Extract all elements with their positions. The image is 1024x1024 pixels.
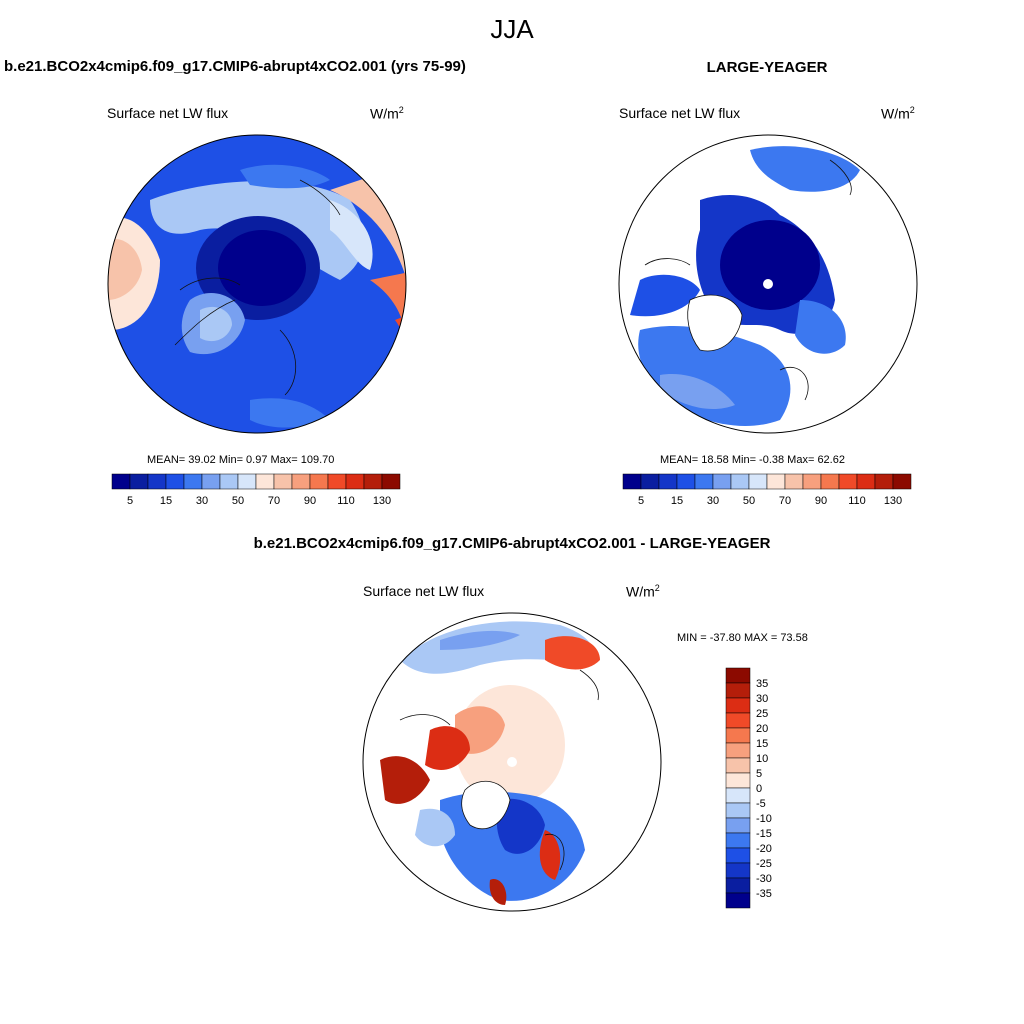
colorbar-tick-label: 30 [756,693,768,705]
colorbar-swatch [147,473,167,490]
colorbar-swatch [725,787,751,804]
colorbar-swatch [291,473,311,490]
panel1-stats: MEAN= 39.02 Min= 0.97 Max= 109.70 [147,454,335,466]
panel2-map [619,135,917,433]
colorbar-tick-label: -30 [756,873,772,885]
panel1-map [108,135,406,433]
colorbar-swatch [838,473,858,490]
colorbar-swatch [802,473,822,490]
colorbar-swatch [730,473,750,490]
panel2-title: LARGE-YEAGER [706,59,828,76]
colorbar-swatch [725,817,751,834]
colorbar-swatch [725,772,751,789]
colorbar-swatch [725,862,751,879]
colorbar-swatch [725,667,751,684]
colorbar-tick-label: -25 [756,858,772,870]
colorbar-swatch [183,473,203,490]
colorbar-swatch [856,473,876,490]
panel3-units: W/m2 [626,583,660,600]
colorbar-swatch [676,473,696,490]
colorbar-swatch [712,473,732,490]
colorbar-tick-label: 110 [337,495,355,507]
colorbar-swatch [327,473,347,490]
panel3-variable: Surface net LW flux [363,583,485,599]
colorbar-tick-label: 50 [232,495,244,507]
colorbar-tick-label: 5 [638,495,644,507]
colorbar-swatch [725,757,751,774]
colorbar-tick-label: 130 [884,495,902,507]
panel3-colorbar: 35 30 25 20 15 10 5 0 -5 -10 -15 -20 -25 -30 -35 [725,667,772,909]
colorbar-swatch [111,473,131,490]
colorbar-tick-label: -5 [756,798,766,810]
colorbar-swatch [237,473,257,490]
colorbar-swatch [273,473,293,490]
colorbar-swatch [725,832,751,849]
colorbar-swatch [766,473,786,490]
colorbar-tick-label: 15 [671,495,683,507]
panel3-stats: MIN = -37.80 MAX = 73.58 [677,632,808,644]
colorbar-swatch [363,473,383,490]
colorbar-tick-label: 0 [756,783,762,795]
colorbar-swatch [219,473,239,490]
colorbar-tick-label: 50 [743,495,755,507]
colorbar-tick-label: -35 [756,888,772,900]
panel1-units: W/m2 [370,105,404,122]
colorbar-swatch [725,802,751,819]
colorbar-swatch [622,473,642,490]
panel2-variable: Surface net LW flux [619,105,741,121]
colorbar-swatch [874,473,894,490]
colorbar-swatch [694,473,714,490]
colorbar-swatch [748,473,768,490]
colorbar-tick-label: 70 [779,495,791,507]
colorbar-tick-label: 130 [373,495,391,507]
colorbar-tick-label: 90 [304,495,316,507]
colorbar-tick-label: 30 [707,495,719,507]
colorbar-tick-label: 70 [268,495,280,507]
colorbar-tick-label: 90 [815,495,827,507]
colorbar-swatch [725,712,751,729]
colorbar-swatch [309,473,329,490]
colorbar-swatch [784,473,804,490]
colorbar-tick-label: 35 [756,678,768,690]
colorbar-tick-label: 15 [160,495,172,507]
panel2-stats: MEAN= 18.58 Min= -0.38 Max= 62.62 [660,454,845,466]
panel1-colorbar: 5 15 30 50 70 90 110 130 [111,473,401,507]
colorbar-swatch [640,473,660,490]
colorbar-swatch [892,473,912,490]
colorbar-tick-label: 5 [756,768,762,780]
colorbar-tick-label: -15 [756,828,772,840]
panel2-units: W/m2 [881,105,915,122]
colorbar-swatch [820,473,840,490]
colorbar-swatch [725,682,751,699]
colorbar-tick-label: 5 [127,495,133,507]
colorbar-swatch [165,473,185,490]
colorbar-swatch [345,473,365,490]
colorbar-swatch [725,742,751,759]
colorbar-swatch [201,473,221,490]
colorbar-tick-label: 30 [196,495,208,507]
colorbar-swatch [129,473,149,490]
colorbar-tick-label: 10 [756,753,768,765]
colorbar-tick-label: 25 [756,708,768,720]
figure-title: JJA [490,14,534,44]
colorbar-tick-label: 110 [848,495,866,507]
colorbar-swatch [255,473,275,490]
colorbar-swatch [725,727,751,744]
colorbar-swatch [725,877,751,894]
colorbar-swatch [725,892,751,909]
panel3-map [363,613,661,911]
colorbar-swatch [725,847,751,864]
colorbar-swatch [381,473,401,490]
colorbar-tick-label: -10 [756,813,772,825]
colorbar-tick-label: 15 [756,738,768,750]
colorbar-swatch [725,697,751,714]
colorbar-tick-label: -20 [756,843,772,855]
colorbar-swatch [658,473,678,490]
panel2-colorbar: 5 15 30 50 70 90 110 130 [622,473,912,507]
colorbar-tick-label: 20 [756,723,768,735]
panel3-title: b.e21.BCO2x4cmip6.f09_g17.CMIP6-abrupt4x… [253,535,771,552]
panel1-title: b.e21.BCO2x4cmip6.f09_g17.CMIP6-abrupt4x… [4,58,466,75]
panel1-variable: Surface net LW flux [107,105,229,121]
